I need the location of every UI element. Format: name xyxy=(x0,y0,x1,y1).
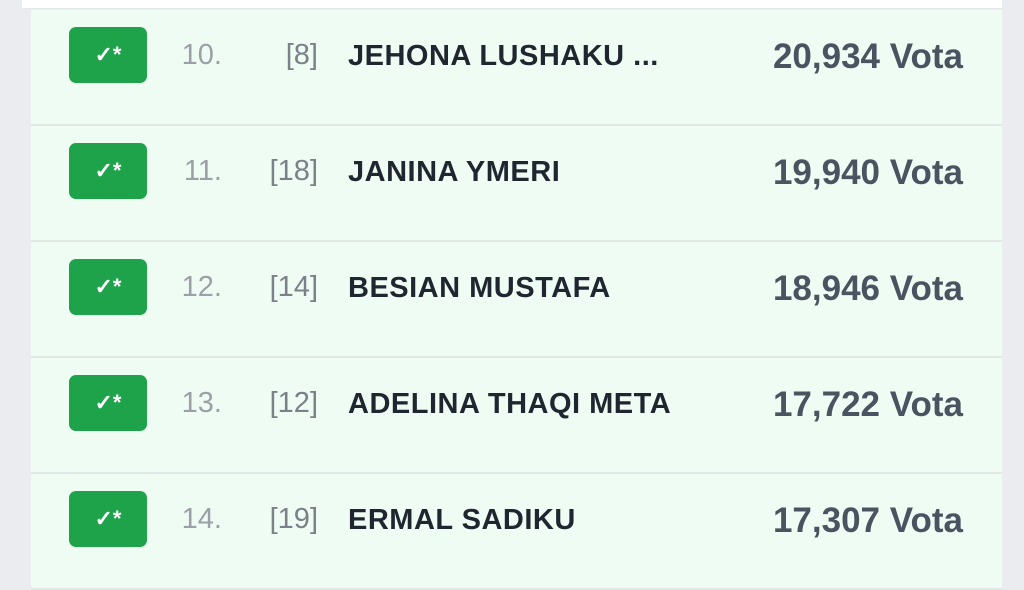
candidate-row[interactable]: ✓* 10. [8] JEHONA LUSHAKU ... 20,934 Vot… xyxy=(31,10,1002,126)
candidate-number: [12] xyxy=(269,387,318,419)
candidate-row[interactable]: ✓* 14. [19] ERMAL SADIKU 17,307 Vota xyxy=(31,474,1002,590)
candidate-list: ✓* 10. [8] JEHONA LUSHAKU ... 20,934 Vot… xyxy=(31,10,1002,590)
rank: 10. xyxy=(181,39,222,71)
elected-check-icon: ✓* xyxy=(69,491,147,547)
rank: 11. xyxy=(183,155,222,187)
candidate-name: ADELINA THAQI META xyxy=(348,388,672,420)
candidate-name: ERMAL SADIKU xyxy=(348,504,576,536)
candidate-number: [8] xyxy=(285,39,318,71)
candidate-number: [19] xyxy=(269,503,318,535)
elected-check-icon: ✓* xyxy=(69,27,147,83)
rank: 13. xyxy=(181,387,222,419)
candidate-row[interactable]: ✓* 12. [14] BESIAN MUSTAFA 18,946 Vota xyxy=(31,242,1002,358)
rank: 14. xyxy=(181,503,222,535)
elected-check-icon: ✓* xyxy=(69,143,147,199)
vote-count: 19,940 Vota xyxy=(772,153,963,192)
vote-count: 18,946 Vota xyxy=(772,269,963,308)
vote-count: 17,722 Vota xyxy=(772,385,963,424)
candidate-row[interactable]: ✓* 11. [18] JANINA YMERI 19,940 Vota xyxy=(31,126,1002,242)
candidate-name: JEHONA LUSHAKU ... xyxy=(348,40,659,72)
rank: 12. xyxy=(181,271,222,303)
candidate-row[interactable]: ✓* 13. [12] ADELINA THAQI META 17,722 Vo… xyxy=(31,358,1002,474)
candidate-name: BESIAN MUSTAFA xyxy=(348,272,611,304)
candidate-name: JANINA YMERI xyxy=(348,156,561,188)
vote-count: 20,934 Vota xyxy=(772,37,963,76)
elected-check-icon: ✓* xyxy=(69,259,147,315)
elected-check-icon: ✓* xyxy=(69,375,147,431)
previous-card xyxy=(22,0,1002,9)
vote-count: 17,307 Vota xyxy=(772,501,963,540)
candidate-number: [18] xyxy=(269,155,318,187)
candidate-number: [14] xyxy=(269,271,318,303)
